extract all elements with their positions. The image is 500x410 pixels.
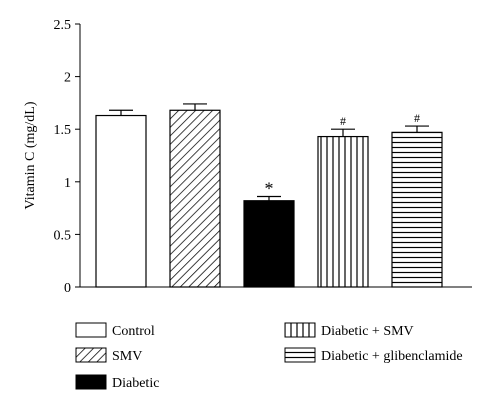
bar xyxy=(243,200,295,288)
significance-marker: * xyxy=(265,179,274,199)
bar xyxy=(391,131,443,288)
legend-label: Diabetic + SMV xyxy=(321,324,414,339)
y-tick-label: 1 xyxy=(64,176,71,191)
y-tick-label: 2 xyxy=(64,71,71,86)
y-tick-label: 0.5 xyxy=(54,228,72,243)
legend-label: SMV xyxy=(112,349,142,364)
bar xyxy=(169,109,221,288)
bar xyxy=(95,114,147,288)
legend-swatch xyxy=(284,322,316,338)
legend-swatch xyxy=(75,374,107,390)
legend-swatch xyxy=(75,347,107,363)
y-tick-label: 2.5 xyxy=(54,18,72,33)
bars: * # # xyxy=(95,103,443,288)
significance-marker: # xyxy=(414,111,420,125)
legend-swatch xyxy=(284,347,316,363)
legend: Control SMV Diabetic Diabetic + SMV Diabetic… xyxy=(75,322,463,391)
y-tick-label: 1.5 xyxy=(54,123,72,138)
y-tick-label: 0 xyxy=(64,281,71,296)
bar xyxy=(317,135,369,288)
y-axis-label: Vitamin C (mg/dL) xyxy=(23,101,38,209)
legend-label: Diabetic + glibenclamide xyxy=(321,349,463,364)
legend-swatch xyxy=(75,322,107,338)
significance-marker: # xyxy=(340,114,346,128)
legend-label: Control xyxy=(112,324,155,339)
legend-label: Diabetic xyxy=(112,376,159,391)
